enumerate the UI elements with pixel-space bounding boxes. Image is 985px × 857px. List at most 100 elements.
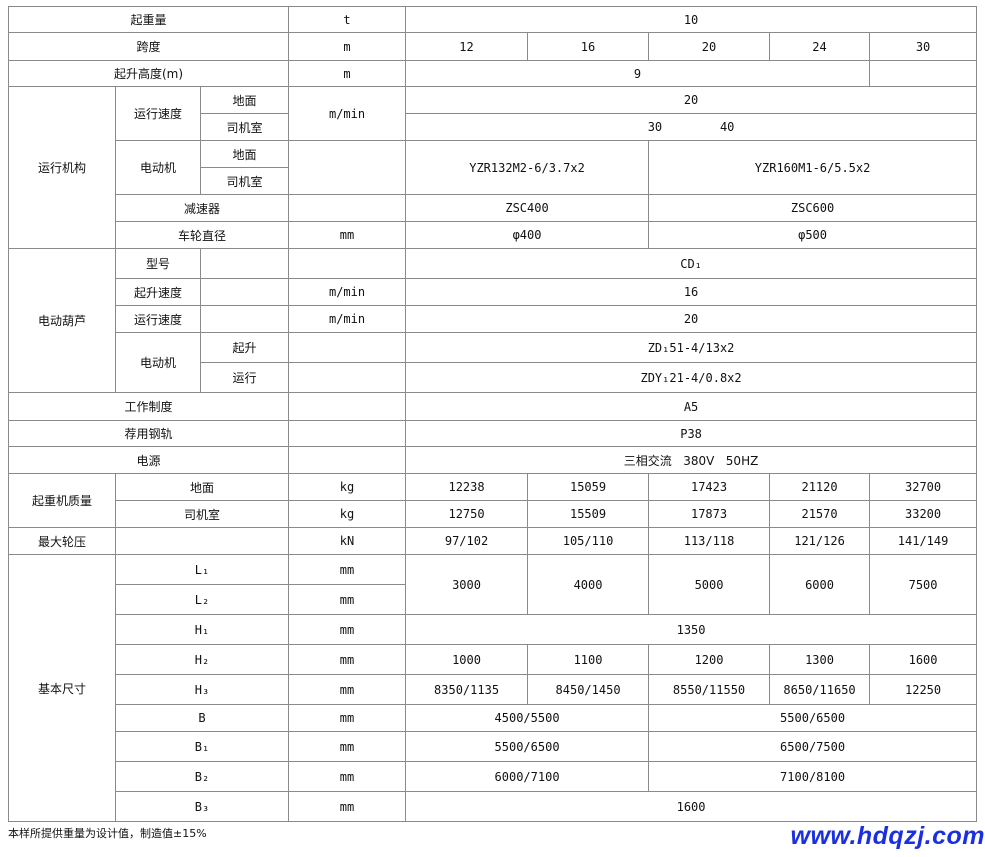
table-row: 电源 三相交流 380V 50HZ: [7, 446, 978, 474]
table-cell: H₁: [114, 614, 290, 645]
table-row: 跨度 m 12 16 20 24 30: [7, 32, 978, 61]
table-row: 运行速度 m/min 20: [9, 305, 978, 333]
table-row: B₃ mm 1600: [9, 791, 978, 822]
table-cell: kg: [288, 500, 407, 528]
table-cell: 5500/6500: [648, 704, 978, 732]
table-cell: 4000: [527, 554, 650, 615]
table-cell: mm: [288, 791, 407, 822]
table-cell: 21570: [769, 500, 871, 528]
table-cell: 电源: [7, 446, 290, 474]
table-cell: 12: [405, 32, 529, 61]
table-cell: kN: [288, 527, 407, 555]
table-cell: 电动机: [115, 332, 201, 393]
table-cell: 运行机构: [8, 86, 116, 249]
table-cell: 12238: [405, 473, 529, 501]
table-cell: 105/110: [527, 527, 650, 555]
table-cell: 跨度: [7, 32, 290, 61]
table-cell: L₁: [114, 554, 290, 585]
table-row: 电动机 地面 YZR132M2-6/3.7x2 YZR160M1-6/5.5x2: [9, 140, 978, 195]
table-cell: 8350/1135: [405, 674, 529, 705]
table-cell: 起升速度: [115, 278, 201, 306]
table-cell: 8550/11550: [648, 674, 771, 705]
footnote: 本样所提供重量为设计值，制造值±15%: [8, 827, 207, 840]
table-cell: [199, 278, 290, 306]
table-cell: mm: [288, 554, 407, 585]
table-row: L₂ mm: [9, 584, 977, 615]
table-cell: 5500/6500: [405, 731, 650, 762]
table-cell: 1350: [405, 614, 978, 645]
table-cell: 6000/7100: [405, 761, 650, 792]
table-cell: 4500/5500: [405, 704, 650, 732]
table-cell: mm: [288, 614, 407, 645]
table-row: 起重机质量 地面 kg 12238 15059 17423 21120 32700: [8, 473, 978, 528]
table-cell: 12750: [405, 500, 529, 528]
table-cell: 24: [769, 32, 871, 61]
table-cell: 1100: [527, 644, 650, 675]
table-cell: mm: [288, 704, 407, 732]
table-cell: 减速器: [114, 194, 290, 222]
table-cell: mm: [288, 761, 407, 792]
table-cell: 113/118: [648, 527, 771, 555]
table-row: 车轮直径 mm φ400 φ500: [9, 221, 978, 249]
table-row: H₁ mm 1350: [9, 614, 978, 645]
table-row: 基本尺寸 L₁ mm 3000 4000 5000 6000 7500: [8, 554, 978, 822]
table-cell: 司机室: [199, 167, 290, 195]
table-row: 司机室 kg 12750 15509 17873 21570 33200: [9, 500, 978, 528]
table-cell: 15059: [527, 473, 650, 501]
table-cell: 1200: [648, 644, 771, 675]
table-cell: 15509: [527, 500, 650, 528]
table-cell: φ400: [405, 221, 650, 249]
table-cell: ZSC600: [648, 194, 978, 222]
table-cell: 荐用钢轨: [7, 420, 290, 447]
table-cell: B: [114, 704, 290, 732]
table-cell: 最大轮压: [8, 527, 116, 555]
table-cell: 17873: [648, 500, 771, 528]
table-cell: m: [288, 32, 407, 61]
table-cell: [869, 60, 978, 87]
table-cell: H₃: [114, 674, 290, 705]
table-cell: [199, 248, 290, 279]
table-cell: [288, 392, 407, 421]
table-cell: mm: [288, 221, 407, 249]
table-row: H₃ mm 8350/1135 8450/1450 8550/11550 8650/116…: [9, 674, 978, 705]
table-cell: 三相交流 380V 50HZ: [405, 446, 978, 474]
table-cell: 6500/7500: [648, 731, 978, 762]
table-row: B₁ mm 5500/6500 6500/7500: [9, 731, 978, 762]
table-cell: 司机室: [114, 500, 290, 528]
table-cell: 7100/8100: [648, 761, 978, 792]
table-cell: φ500: [648, 221, 978, 249]
table-cell: H₂: [114, 644, 290, 675]
table-cell: 1000: [405, 644, 529, 675]
table-cell: mm: [288, 584, 407, 615]
table-cell: 型号: [115, 248, 201, 279]
table-cell: [199, 305, 290, 333]
table-cell: 30 40: [405, 113, 978, 141]
table-cell: [288, 140, 407, 195]
table-row: 工作制度 A5: [7, 392, 978, 421]
table-cell: 运行速度: [115, 86, 201, 141]
table-row: 司机室: [9, 167, 977, 195]
crane-spec-table: 起重量 t 10 跨度 m 12 16 20 24 30 起升高度(m) m 9 运行机构 运行速度 地面 m/…: [7, 6, 978, 822]
table-cell: 运行: [199, 362, 290, 393]
table-cell: m/min: [288, 305, 407, 333]
table-cell: 地面: [199, 140, 290, 168]
table-cell: 1300: [769, 644, 871, 675]
table-row: 荐用钢轨 P38: [7, 420, 978, 447]
table-cell: CD₁: [405, 248, 978, 279]
watermark-logo: www.hdqzj.com: [790, 822, 985, 850]
table-row: 运行机构 运行速度 地面 m/min 20: [8, 86, 978, 249]
table-row: H₂ mm 1000 1100 1200 1300 1600: [9, 644, 978, 675]
table-row: 运行 ZDY₁21-4/0.8x2: [9, 362, 978, 393]
table-cell: 20: [648, 32, 771, 61]
table-cell: 32700: [869, 473, 978, 501]
table-cell: mm: [288, 644, 407, 675]
table-cell: 地面: [114, 473, 290, 501]
table-cell: [288, 332, 407, 363]
table-cell: A5: [405, 392, 978, 421]
table-cell: 10: [405, 6, 978, 33]
table-cell: 8450/1450: [527, 674, 650, 705]
table-cell: mm: [288, 731, 407, 762]
table-row: 最大轮压 kN 97/102 105/110 113/118 121/126 141/149: [8, 527, 978, 555]
table-cell: 司机室: [199, 113, 290, 141]
